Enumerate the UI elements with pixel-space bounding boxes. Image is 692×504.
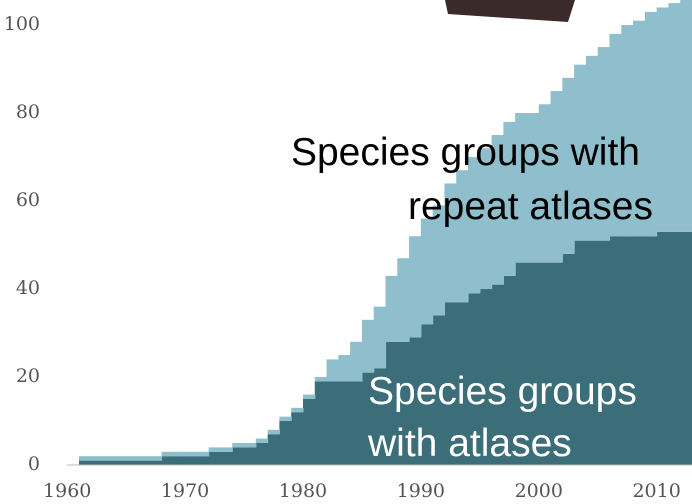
area-step xyxy=(220,447,232,451)
area-step xyxy=(350,342,362,382)
area-step xyxy=(279,417,291,421)
area-step xyxy=(315,377,327,381)
area-step xyxy=(256,443,268,465)
area-step xyxy=(385,276,397,342)
area-step xyxy=(609,236,621,465)
area-step xyxy=(397,258,409,342)
area-step xyxy=(291,408,303,412)
y-tick-label: 80 xyxy=(16,101,40,123)
x-tick-label: 2010 xyxy=(632,480,680,502)
area-step xyxy=(114,461,126,465)
area-step xyxy=(79,456,91,460)
area-step xyxy=(103,456,115,460)
area-step xyxy=(232,443,244,447)
x-tick-label: 1990 xyxy=(397,480,445,502)
y-tick-label: 20 xyxy=(16,365,40,387)
area-step xyxy=(268,430,280,434)
area-step xyxy=(268,434,280,465)
area-step xyxy=(279,421,291,465)
area-step xyxy=(138,456,150,460)
x-tick-label: 2000 xyxy=(515,480,563,502)
y-tick-label: 0 xyxy=(28,453,40,475)
area-step xyxy=(91,461,103,465)
area-step xyxy=(315,381,327,465)
area-step xyxy=(162,456,174,465)
y-tick-label: 100 xyxy=(4,13,40,35)
chart: Species groups with repeat atlases Speci… xyxy=(0,0,692,504)
area-step xyxy=(244,443,256,447)
area-step xyxy=(303,395,315,399)
area-step xyxy=(327,359,339,381)
annotation: Species groups with xyxy=(291,131,640,174)
area-step xyxy=(338,355,350,381)
book-image xyxy=(445,0,575,22)
y-tick-label: 40 xyxy=(16,277,40,299)
area-step xyxy=(232,447,244,465)
area-step xyxy=(303,399,315,465)
area-step xyxy=(374,307,386,369)
area-step xyxy=(633,236,645,465)
area-step xyxy=(586,241,598,465)
area-step xyxy=(209,447,221,451)
area-step xyxy=(350,381,362,465)
area-step xyxy=(327,381,339,465)
area-step xyxy=(668,232,680,465)
area-step xyxy=(421,219,433,325)
area-step xyxy=(79,461,91,465)
area-step xyxy=(244,447,256,465)
area-step xyxy=(621,236,633,465)
area-step xyxy=(645,236,657,465)
annotation: with atlases xyxy=(367,422,572,465)
area-step xyxy=(126,456,138,460)
area-step xyxy=(680,0,692,232)
area-step xyxy=(338,381,350,465)
area-step xyxy=(197,452,209,456)
area-step xyxy=(173,456,185,465)
area-step xyxy=(150,456,162,460)
annotation: Species groups xyxy=(368,370,637,413)
x-tick-label: 1980 xyxy=(279,480,327,502)
area-step xyxy=(256,439,268,443)
area-step xyxy=(574,241,586,465)
area-step xyxy=(138,461,150,465)
area-step xyxy=(126,461,138,465)
area-step xyxy=(114,456,126,460)
area-step xyxy=(551,91,563,263)
x-tick-label: 1970 xyxy=(161,480,209,502)
area-step xyxy=(150,461,162,465)
area-step xyxy=(657,232,669,465)
area-step xyxy=(668,3,680,232)
area-step xyxy=(162,452,174,456)
area-step xyxy=(103,461,115,465)
area-step xyxy=(539,104,551,262)
area-step xyxy=(185,452,197,456)
area-step xyxy=(197,456,209,465)
area-step xyxy=(185,456,197,465)
x-tick-label: 1960 xyxy=(43,480,91,502)
area-step xyxy=(91,456,103,460)
area-step xyxy=(680,232,692,465)
area-step xyxy=(362,320,374,373)
area-step xyxy=(291,412,303,465)
area-step xyxy=(598,241,610,465)
y-tick-label: 60 xyxy=(16,189,40,211)
area-step xyxy=(220,452,232,465)
area-step xyxy=(409,236,421,337)
area-step xyxy=(657,7,669,231)
area-step xyxy=(173,452,185,456)
area-step xyxy=(209,452,221,465)
annotation: repeat atlases xyxy=(408,185,653,228)
